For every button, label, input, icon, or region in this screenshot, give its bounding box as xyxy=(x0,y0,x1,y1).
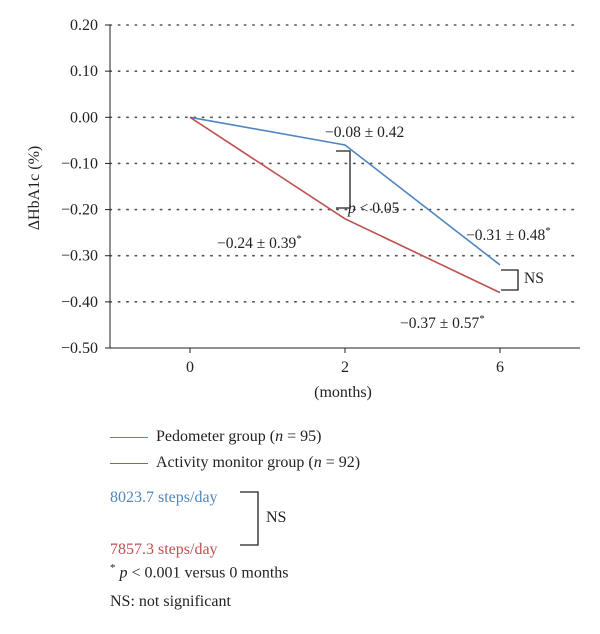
ns-label-6mo: NS xyxy=(524,270,544,287)
annot-ped-6mo-star: * xyxy=(545,225,551,237)
x-axis-label: (months) xyxy=(314,384,372,401)
p-bracket-2mo xyxy=(336,150,351,209)
legend-act-prefix: Activity monitor group ( xyxy=(156,454,314,471)
annot-act-6mo-value: −0.37 ± 0.57 xyxy=(400,315,479,332)
grid xyxy=(109,24,581,303)
legend-item-pedometer: Pedometer group (n = 95) xyxy=(110,424,360,450)
x-tick-label: 2 xyxy=(341,359,349,376)
p-label-2mo: p < 0.05 xyxy=(347,200,400,217)
x-tick-label: 0 xyxy=(186,359,194,376)
y-tick-label: −0.30 xyxy=(61,248,98,265)
y-tick-label: −0.10 xyxy=(61,155,98,172)
annot-act-6mo-star: * xyxy=(479,313,485,325)
y-tick-label: −0.40 xyxy=(61,294,98,311)
legend: Pedometer group (n = 95) Activity monito… xyxy=(110,424,360,476)
y-tick-label: 0.00 xyxy=(70,109,98,126)
y-ticks: 0.20 0.10 0.00 −0.10 −0.20 −0.30 −0.40 −0.50 xyxy=(61,17,110,357)
legend-label-activity: Activity monitor group (n = 92) xyxy=(156,454,360,472)
steps-activity: 7857.3 steps/day xyxy=(110,541,218,558)
legend-label-pedometer: Pedometer group (n = 95) xyxy=(156,428,321,446)
legend-ped-suffix: = 95) xyxy=(283,428,322,445)
y-tick-label: 0.10 xyxy=(70,63,98,80)
annot-ped-2mo: −0.08 ± 0.42 xyxy=(325,124,404,141)
series-line-pedometer xyxy=(189,116,501,266)
footnote-star: * xyxy=(110,562,116,574)
steps-bracket xyxy=(240,491,259,546)
annot-ped-6mo: −0.31 ± 0.48* xyxy=(466,225,551,244)
series-group xyxy=(189,116,501,294)
annot-act-6mo: −0.37 ± 0.57* xyxy=(400,313,485,332)
y-tick-label: −0.20 xyxy=(61,202,98,219)
footnote-significance: * p < 0.001 versus 0 months xyxy=(110,562,289,582)
annot-act-2mo-star: * xyxy=(296,233,302,245)
legend-act-n: n xyxy=(313,454,322,471)
steps-ns-label: NS xyxy=(266,509,287,526)
x-ticks: 0 2 6 xyxy=(186,348,504,376)
annot-act-2mo: −0.24 ± 0.39* xyxy=(217,233,302,252)
series-line-activity xyxy=(189,116,501,294)
y-tick-label: 0.20 xyxy=(70,17,98,34)
legend-swatch-pedometer xyxy=(110,436,148,438)
footnote-text: < 0.001 versus 0 months xyxy=(127,564,289,582)
ns-bracket-6mo xyxy=(501,269,519,291)
chart-svg: 0.20 0.10 0.00 −0.10 −0.20 −0.30 −0.40 −0.50 0 2… xyxy=(26,17,581,401)
y-axis-label: ΔHbA1c (%) xyxy=(26,146,43,230)
legend-swatch-activity xyxy=(110,462,148,464)
steps-comparison: 8023.7 steps/day 7857.3 steps/day xyxy=(110,483,218,565)
legend-act-suffix: = 92) xyxy=(321,454,361,471)
annot-act-2mo-value: −0.24 ± 0.39 xyxy=(217,235,296,252)
y-tick-label: −0.50 xyxy=(61,340,98,357)
legend-item-activity: Activity monitor group (n = 92) xyxy=(110,450,360,476)
footnote-p: p xyxy=(119,564,128,582)
annot-ped-6mo-value: −0.31 ± 0.48 xyxy=(466,227,545,244)
legend-ped-n: n xyxy=(275,428,284,445)
p-value: < 0.05 xyxy=(356,200,400,217)
steps-pedometer: 8023.7 steps/day xyxy=(110,489,218,506)
x-tick-label: 6 xyxy=(496,359,504,376)
footnote-ns-definition: NS: not significant xyxy=(110,593,231,610)
p-letter: p xyxy=(347,200,356,217)
legend-ped-prefix: Pedometer group ( xyxy=(156,428,276,445)
